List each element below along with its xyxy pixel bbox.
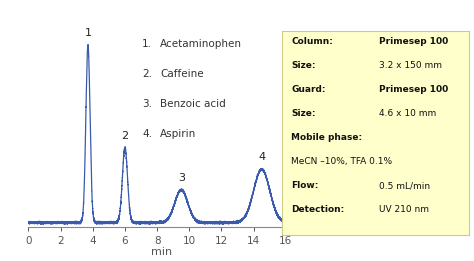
Text: 1.: 1. bbox=[142, 39, 152, 49]
Text: 0.5 mL/min: 0.5 mL/min bbox=[379, 181, 430, 190]
Text: Column:: Column: bbox=[292, 37, 333, 46]
Text: Primesep 100: Primesep 100 bbox=[379, 85, 448, 94]
Text: Benzoic acid: Benzoic acid bbox=[160, 99, 226, 109]
Text: 4: 4 bbox=[258, 152, 265, 162]
Text: Guard:: Guard: bbox=[292, 85, 326, 94]
Text: Primesep 100: Primesep 100 bbox=[379, 37, 448, 46]
Text: MeCN –10%, TFA 0.1%: MeCN –10%, TFA 0.1% bbox=[292, 157, 392, 166]
Text: 4.: 4. bbox=[142, 129, 152, 139]
X-axis label: min: min bbox=[151, 247, 172, 258]
Text: 2.: 2. bbox=[142, 69, 152, 79]
Text: UV 210 nm: UV 210 nm bbox=[379, 205, 429, 214]
Text: 3.2 x 150 mm: 3.2 x 150 mm bbox=[379, 61, 442, 70]
Text: 3.: 3. bbox=[142, 99, 152, 109]
Text: Flow:: Flow: bbox=[292, 181, 319, 190]
Text: Aspirin: Aspirin bbox=[160, 129, 196, 139]
Text: 2: 2 bbox=[121, 131, 128, 141]
Text: Size:: Size: bbox=[292, 61, 316, 70]
Text: Detection:: Detection: bbox=[292, 205, 345, 214]
Text: 1: 1 bbox=[84, 28, 91, 38]
Text: 4.6 x 10 mm: 4.6 x 10 mm bbox=[379, 109, 437, 118]
Text: 3: 3 bbox=[178, 173, 185, 183]
Text: Size:: Size: bbox=[292, 109, 316, 118]
Text: Caffeine: Caffeine bbox=[160, 69, 204, 79]
Text: Mobile phase:: Mobile phase: bbox=[292, 133, 363, 142]
Text: Acetaminophen: Acetaminophen bbox=[160, 39, 242, 49]
